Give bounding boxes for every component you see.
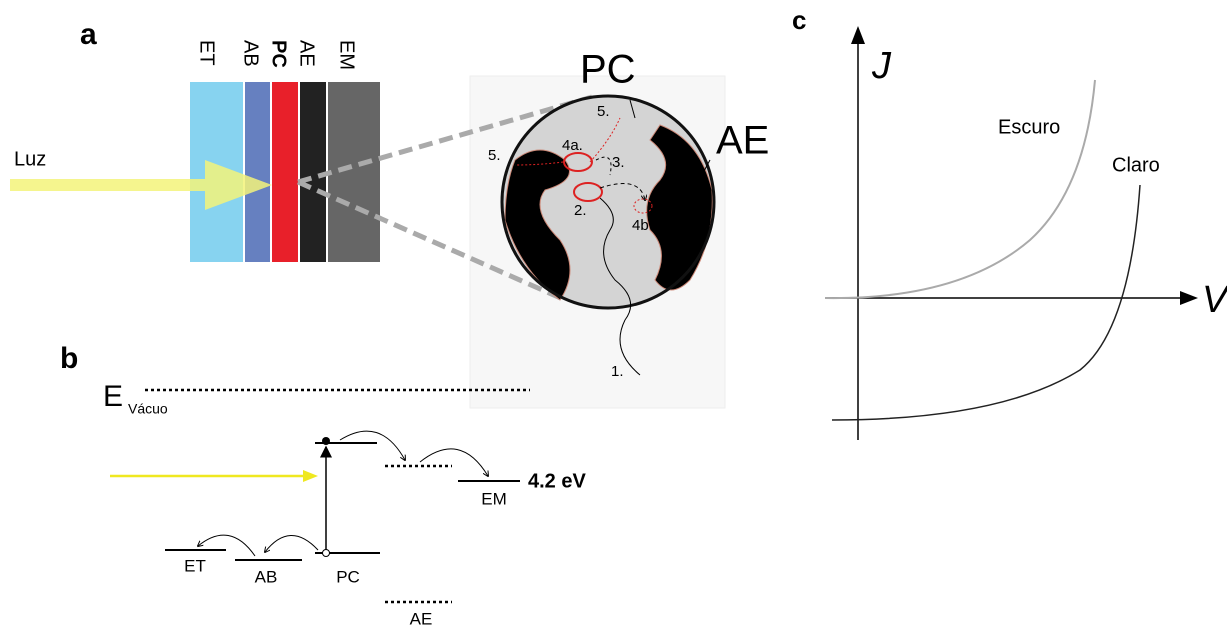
axis-arrow (1180, 291, 1198, 305)
level-label: ET (184, 556, 206, 575)
layer (328, 82, 380, 262)
transfer-arrow (340, 431, 405, 460)
layer (300, 82, 326, 262)
step-label: 4b (632, 217, 649, 234)
curve-label: Escuro (998, 116, 1060, 138)
dark-curve (825, 80, 1095, 298)
step-label: 4a. (562, 137, 583, 154)
region-label: AE (716, 119, 769, 163)
transfer-arrow (198, 535, 255, 556)
curve-label: Claro (1112, 154, 1160, 176)
layer (245, 82, 270, 262)
vacuum-subscript: Vácuo (128, 401, 168, 417)
panel-label: b (60, 342, 78, 375)
light-curve (832, 185, 1140, 420)
layer-label: AE (296, 40, 318, 67)
electron (322, 437, 330, 445)
transfer-arrow (420, 449, 488, 476)
level-label: AB (255, 567, 278, 586)
layer-label: ET (196, 40, 218, 66)
step-label: 5. (597, 103, 610, 120)
layer-label: PC (268, 40, 290, 68)
hole (323, 550, 330, 557)
region-label: PC (580, 48, 636, 92)
layer (272, 82, 298, 262)
light-label: Luz (14, 148, 46, 170)
panel-c: c J V Escuro Claro (792, 5, 1227, 440)
step-label: 2. (574, 202, 587, 219)
step-label: 3. (612, 154, 625, 171)
panel-label: c (792, 5, 806, 35)
layer-label: AB (240, 40, 262, 67)
layer-label: EM (336, 40, 358, 70)
level-label: EM (481, 489, 507, 508)
energy-value: 4.2 eV (528, 470, 586, 492)
level-label: PC (336, 567, 360, 586)
light-arrow-head (303, 470, 318, 482)
panel-a: a ET AB PC AE EM Luz PC AE 5. 4a. 5. 3. … (10, 18, 769, 408)
x-axis-label: V (1202, 279, 1227, 321)
figure: a ET AB PC AE EM Luz PC AE 5. 4a. 5. 3. … (0, 0, 1227, 629)
transfer-arrow (265, 535, 318, 552)
panel-label: a (80, 18, 97, 51)
vacuum-symbol: E (103, 380, 123, 413)
axis-arrow (851, 26, 865, 44)
step-label: 1. (611, 363, 624, 380)
step-label: 5. (488, 147, 501, 164)
y-axis-label: J (871, 45, 892, 87)
level-label: AE (410, 609, 433, 628)
